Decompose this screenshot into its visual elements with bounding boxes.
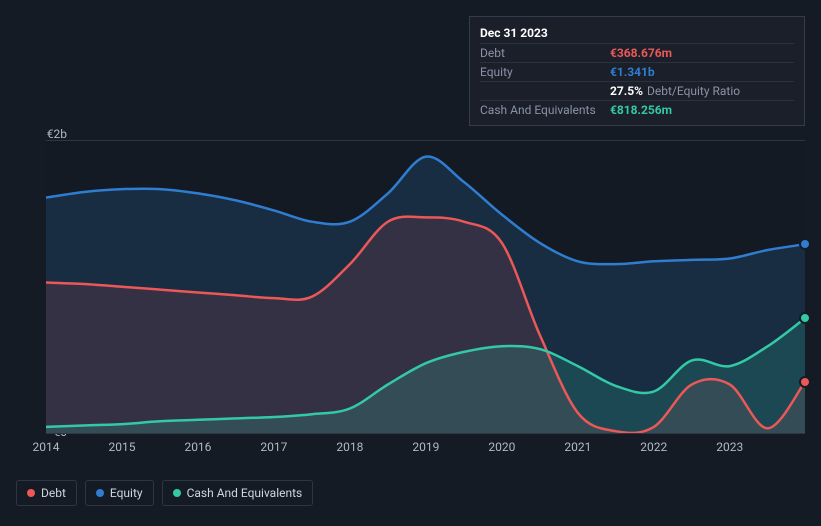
tooltip-row-label: [480, 84, 610, 98]
y-axis-label: €2b: [31, 127, 67, 141]
tooltip-row-value: €368.676m: [610, 46, 672, 60]
x-axis-tick: 2015: [108, 440, 135, 454]
tooltip-row: 27.5% Debt/Equity Ratio: [480, 81, 794, 100]
tooltip-row-value: €818.256m: [610, 103, 672, 117]
series-endpoint-marker: [799, 376, 811, 388]
tooltip-row-value: 27.5%: [610, 84, 643, 98]
tooltip-row: Equity€1.341b: [480, 62, 794, 81]
series-endpoint-marker: [799, 312, 811, 324]
legend-item[interactable]: Equity: [85, 480, 154, 506]
x-axis-tick: 2023: [716, 440, 743, 454]
chart-legend: Debt Equity Cash And Equivalents: [16, 480, 313, 506]
x-axis-tick: 2018: [336, 440, 363, 454]
legend-label: Cash And Equivalents: [187, 486, 303, 500]
x-axis-tick: 2022: [640, 440, 667, 454]
tooltip-row: Debt€368.676m: [480, 43, 794, 62]
tooltip-date: Dec 31 2023: [480, 23, 794, 43]
tooltip-row-label: Equity: [480, 65, 610, 79]
series-endpoint-marker: [799, 238, 811, 250]
tooltip-row-label: Debt: [480, 46, 610, 60]
x-axis-tick: 2017: [260, 440, 287, 454]
x-axis-tick: 2020: [488, 440, 515, 454]
x-axis-tick: 2014: [33, 440, 60, 454]
tooltip-panel: Dec 31 2023 Debt€368.676mEquity€1.341b27…: [469, 16, 805, 126]
chart-plot-area[interactable]: [46, 140, 805, 433]
tooltip-row-suffix: Debt/Equity Ratio: [647, 84, 740, 98]
x-axis: 2014201520162017201820192020202120222023: [46, 433, 805, 463]
tooltip-row-label: Cash And Equivalents: [480, 103, 610, 117]
legend-dot-icon: [96, 489, 104, 497]
legend-dot-icon: [173, 489, 181, 497]
x-axis-tick: 2021: [564, 440, 591, 454]
tooltip-row-value: €1.341b: [610, 65, 655, 79]
legend-item[interactable]: Cash And Equivalents: [162, 480, 314, 506]
legend-dot-icon: [27, 489, 35, 497]
legend-label: Debt: [41, 486, 66, 500]
x-axis-tick: 2016: [184, 440, 211, 454]
legend-item[interactable]: Debt: [16, 480, 77, 506]
tooltip-row: Cash And Equivalents€818.256m: [480, 100, 794, 119]
x-axis-tick: 2019: [412, 440, 439, 454]
legend-label: Equity: [110, 486, 143, 500]
